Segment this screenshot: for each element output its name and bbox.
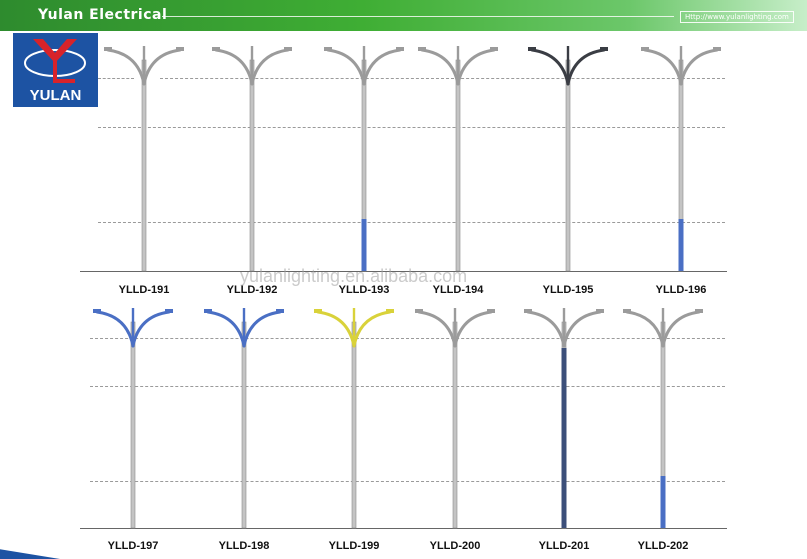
lamp-head-right — [386, 309, 394, 313]
lamp-head-left — [104, 47, 112, 51]
model-label: YLLD-191 — [118, 284, 170, 296]
pole-arm-right — [362, 48, 402, 86]
dash-line — [98, 127, 725, 128]
pole-arm-right — [661, 310, 701, 348]
pole-arm-left — [530, 48, 570, 86]
pole-arm-left — [214, 48, 254, 86]
lamp-head-left — [418, 47, 426, 51]
pole-base-blue — [660, 476, 666, 528]
lamp-head-right — [396, 47, 404, 51]
lamp-head-right — [165, 309, 173, 313]
pole-arm-left — [95, 310, 135, 348]
pole-arm-left — [106, 48, 146, 86]
ground-line — [80, 271, 727, 272]
model-label: YLLD-202 — [637, 540, 689, 552]
logo-text: YULAN — [29, 87, 82, 104]
header-divider — [162, 16, 674, 17]
lamp-head-right — [276, 309, 284, 313]
pole-arm-right — [566, 48, 606, 86]
pole-arm-right — [562, 310, 602, 348]
pole-base-blue — [678, 219, 684, 271]
pole-shaft — [452, 321, 458, 529]
pole-arm-right — [352, 310, 392, 348]
model-label: YLLD-200 — [429, 540, 481, 552]
yulan-logo: YULAN — [13, 33, 98, 107]
lamp-head-right — [695, 309, 703, 313]
pole-shaft — [241, 321, 247, 529]
lamp-head-left — [415, 309, 423, 313]
pole-arm-left — [326, 48, 366, 86]
lamp-head-left — [212, 47, 220, 51]
pole-shaft — [130, 321, 136, 529]
dash-line — [98, 222, 725, 223]
model-label: YLLD-201 — [538, 540, 590, 552]
pole-arm-right — [456, 48, 496, 86]
pole-shaft — [249, 59, 255, 272]
pole-arm-left — [417, 310, 457, 348]
pole-shaft — [351, 321, 357, 529]
lamp-head-right — [284, 47, 292, 51]
lamp-head-left — [623, 309, 631, 313]
dash-line — [90, 338, 725, 339]
model-label: YLLD-193 — [338, 284, 390, 296]
pole-arm-right — [679, 48, 719, 86]
model-label: YLLD-198 — [218, 540, 270, 552]
lamp-head-right — [490, 47, 498, 51]
model-label: YLLD-196 — [655, 284, 707, 296]
lamp-head-left — [314, 309, 322, 313]
pole-arm-right — [453, 310, 493, 348]
ground-line — [80, 528, 727, 529]
pole-shaft — [565, 59, 571, 272]
model-label: YLLD-197 — [107, 540, 159, 552]
lamp-head-right — [596, 309, 604, 313]
pole-arm-left — [206, 310, 246, 348]
logo-emblem-icon — [24, 39, 86, 83]
lamp-head-left — [524, 309, 532, 313]
model-label: YLLD-199 — [328, 540, 380, 552]
lamp-head-right — [487, 309, 495, 313]
lamp-head-left — [528, 47, 536, 51]
dash-line — [90, 386, 725, 387]
pole-arm-left — [316, 310, 356, 348]
lamp-head-right — [600, 47, 608, 51]
header-bar: Yulan Electrical Http://www.yulanlightin… — [0, 0, 807, 31]
pole-base-blue — [361, 219, 367, 271]
pole-arm-right — [142, 48, 182, 86]
pole-arm-right — [250, 48, 290, 86]
header-title: Yulan Electrical — [38, 7, 168, 23]
pole-arm-left — [643, 48, 683, 86]
pole-sleeve-dark — [561, 348, 567, 528]
pole-arm-right — [131, 310, 171, 348]
header-url[interactable]: Http://www.yulanlighting.com — [680, 11, 794, 23]
model-label: YLLD-194 — [432, 284, 484, 296]
lamp-head-left — [204, 309, 212, 313]
lamp-head-right — [713, 47, 721, 51]
pole-shaft — [455, 59, 461, 272]
lamp-head-left — [324, 47, 332, 51]
model-label: YLLD-195 — [542, 284, 594, 296]
watermark: yulanlighting.en.alibaba.com — [240, 266, 468, 286]
model-label: YLLD-192 — [226, 284, 278, 296]
pole-arm-left — [526, 310, 566, 348]
pole-shaft — [141, 59, 147, 272]
dash-line — [98, 78, 134, 79]
pole-arm-right — [242, 310, 282, 348]
pole-arm-left — [420, 48, 460, 86]
lamp-head-left — [93, 309, 101, 313]
pole-arm-left — [625, 310, 665, 348]
lamp-head-right — [176, 47, 184, 51]
lamp-head-left — [641, 47, 649, 51]
dash-line — [160, 78, 725, 79]
dash-line — [90, 481, 725, 482]
